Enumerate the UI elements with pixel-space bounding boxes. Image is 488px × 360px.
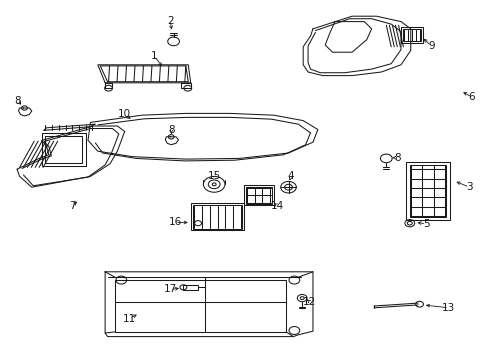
Bar bbox=[246, 187, 271, 204]
Text: 10: 10 bbox=[118, 109, 131, 120]
Bar bbox=[190, 203, 244, 230]
Text: 8: 8 bbox=[167, 125, 174, 135]
Text: 11: 11 bbox=[122, 314, 136, 324]
Bar bbox=[400, 27, 422, 43]
Text: 8: 8 bbox=[393, 153, 400, 163]
Text: 8: 8 bbox=[14, 96, 20, 106]
Text: 1: 1 bbox=[150, 51, 157, 61]
Text: 9: 9 bbox=[427, 41, 434, 51]
Bar bbox=[183, 285, 198, 290]
Bar bbox=[405, 162, 449, 220]
Text: 4: 4 bbox=[287, 171, 294, 181]
Text: 3: 3 bbox=[465, 182, 472, 192]
Bar bbox=[41, 133, 85, 166]
Bar bbox=[244, 185, 273, 205]
Bar bbox=[115, 280, 285, 332]
Text: 14: 14 bbox=[270, 201, 284, 211]
Bar bbox=[403, 29, 420, 41]
Bar bbox=[45, 136, 82, 163]
Text: 15: 15 bbox=[207, 171, 221, 181]
Text: 17: 17 bbox=[163, 284, 177, 294]
Text: 16: 16 bbox=[168, 217, 182, 228]
Bar bbox=[409, 165, 445, 217]
Text: 6: 6 bbox=[468, 92, 474, 102]
Bar bbox=[193, 205, 242, 229]
Text: 12: 12 bbox=[302, 297, 316, 307]
Text: 2: 2 bbox=[166, 15, 173, 26]
Text: 13: 13 bbox=[441, 303, 455, 313]
Text: 7: 7 bbox=[69, 201, 76, 211]
Text: 5: 5 bbox=[422, 219, 429, 229]
